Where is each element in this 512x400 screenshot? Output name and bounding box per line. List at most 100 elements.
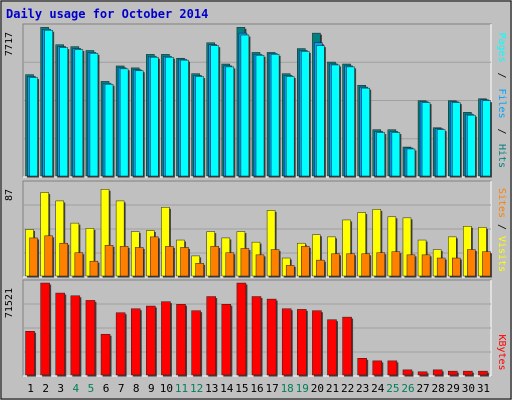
bar-kbytes-day-21 [327, 319, 337, 376]
panel-bars [25, 282, 489, 377]
bar-sites-day-23 [361, 253, 370, 277]
panel-kbytes: 71521 [4, 279, 492, 377]
bar-kbytes-day-15 [236, 282, 247, 376]
bar-sites-day-29 [452, 257, 461, 277]
x-tick-day-17: 17 [265, 382, 278, 395]
x-tick-day-4: 4 [73, 382, 80, 395]
bar-kbytes-day-16 [251, 296, 262, 376]
bar-kbytes-day-26 [402, 369, 413, 376]
x-tick-day-24: 24 [371, 382, 385, 395]
x-tick-day-22: 22 [341, 382, 354, 395]
bar-kbytes-day-3 [55, 292, 65, 376]
bar-sites-day-28 [436, 257, 446, 277]
bar-kbytes-day-24 [372, 360, 383, 376]
x-tick-day-8: 8 [133, 382, 140, 395]
legend: Sites / Visits [496, 188, 507, 272]
x-tick-day-7: 7 [118, 382, 125, 395]
bar-pages-day-20 [316, 45, 325, 177]
x-tick-day-29: 29 [447, 382, 460, 395]
bar-pages-day-4 [74, 49, 84, 177]
bar-kbytes-day-31 [478, 370, 488, 376]
bar-kbytes-day-22 [342, 316, 352, 376]
bar-pages-day-10 [165, 57, 174, 177]
bar-kbytes-day-11 [176, 304, 186, 376]
bar-sites-day-27 [421, 254, 431, 277]
legend-entry: Sites [496, 188, 507, 218]
bar-pages-day-29 [452, 102, 461, 177]
legend-entry: Pages [496, 32, 507, 62]
bar-pages-day-14 [225, 66, 235, 177]
bar-sites-day-3 [59, 242, 68, 277]
bar-pages-day-28 [436, 129, 446, 177]
x-tick-day-3: 3 [57, 382, 64, 395]
bar-kbytes-day-2 [40, 282, 50, 376]
legend-entry: KBytes [496, 334, 507, 370]
bar-sites-day-14 [225, 252, 235, 277]
bar-pages-day-22 [346, 66, 355, 177]
panel-bars [25, 27, 492, 178]
bar-pages-day-19 [301, 51, 310, 177]
bar-pages-day-2 [44, 29, 53, 177]
panel-hits-files-pages: 7717 [4, 23, 492, 178]
bar-kbytes-day-5 [85, 300, 96, 376]
bar-kbytes-day-7 [115, 312, 126, 376]
bar-sites-day-13 [210, 246, 219, 277]
bar-sites-day-12 [195, 263, 204, 277]
bar-kbytes-day-23 [357, 358, 367, 376]
bar-kbytes-day-10 [161, 301, 171, 376]
bar-sites-day-26 [406, 254, 416, 277]
bar-sites-day-30 [467, 249, 476, 277]
legends: Pages / Files / Hits Sites / Visits KBytes [496, 32, 507, 370]
x-axis-labels: 1 2 3 4 5 6 7 8 9 10 11 12 13 14 15 16 17 18 19 20 21 22 23 24 2… [27, 382, 490, 395]
legend-entry: / [496, 128, 507, 134]
bar-sites-day-18 [285, 265, 295, 277]
legend-entry: Hits [496, 144, 507, 168]
bar-sites-day-25 [391, 251, 401, 277]
bar-pages-day-8 [134, 70, 144, 177]
bar-sites-day-17 [270, 249, 280, 277]
bar-kbytes-day-27 [417, 371, 428, 376]
bar-sites-day-5 [89, 260, 99, 277]
bar-pages-day-12 [195, 76, 204, 177]
bar-kbytes-day-28 [432, 369, 443, 376]
x-tick-day-20: 20 [311, 382, 324, 395]
bar-sites-day-2 [44, 235, 53, 277]
legend: Pages / Files / Hits [496, 32, 507, 168]
x-tick-day-14: 14 [220, 382, 234, 395]
x-tick-day-6: 6 [103, 382, 110, 395]
bar-sites-day-19 [301, 246, 310, 277]
bar-pages-day-25 [391, 132, 401, 177]
bar-pages-day-26 [406, 148, 416, 177]
bar-kbytes-day-1 [25, 331, 35, 376]
x-tick-day-16: 16 [250, 382, 263, 395]
panels: 7717 87 71521 Pages / Files / Hits Sites / V… [4, 23, 507, 377]
bar-kbytes-day-4 [70, 295, 81, 376]
x-tick-day-12: 12 [190, 382, 203, 395]
bar-kbytes-day-9 [146, 305, 156, 376]
bar-pages-day-21 [331, 64, 340, 177]
bar-kbytes-day-8 [130, 308, 141, 376]
bar-sites-day-20 [316, 259, 325, 277]
x-tick-day-19: 19 [296, 382, 309, 395]
x-tick-day-15: 15 [235, 382, 248, 395]
bar-pages-day-23 [361, 87, 370, 177]
bar-kbytes-day-6 [100, 333, 111, 376]
x-tick-day-9: 9 [148, 382, 155, 395]
bar-pages-day-15 [240, 34, 250, 177]
x-tick-day-27: 27 [416, 382, 429, 395]
bar-pages-day-18 [285, 76, 295, 177]
bar-pages-day-1 [29, 77, 38, 177]
x-tick-day-2: 2 [42, 382, 49, 395]
x-tick-day-28: 28 [432, 382, 445, 395]
legend-entry: Visits [496, 236, 507, 272]
x-tick-day-10: 10 [160, 382, 173, 395]
x-tick-day-11: 11 [175, 382, 188, 395]
x-tick-day-21: 21 [326, 382, 339, 395]
bar-sites-day-9 [150, 236, 159, 277]
bar-kbytes-day-13 [206, 296, 216, 376]
x-tick-day-5: 5 [88, 382, 95, 395]
bar-kbytes-day-20 [312, 310, 322, 376]
bar-pages-day-13 [210, 45, 219, 177]
